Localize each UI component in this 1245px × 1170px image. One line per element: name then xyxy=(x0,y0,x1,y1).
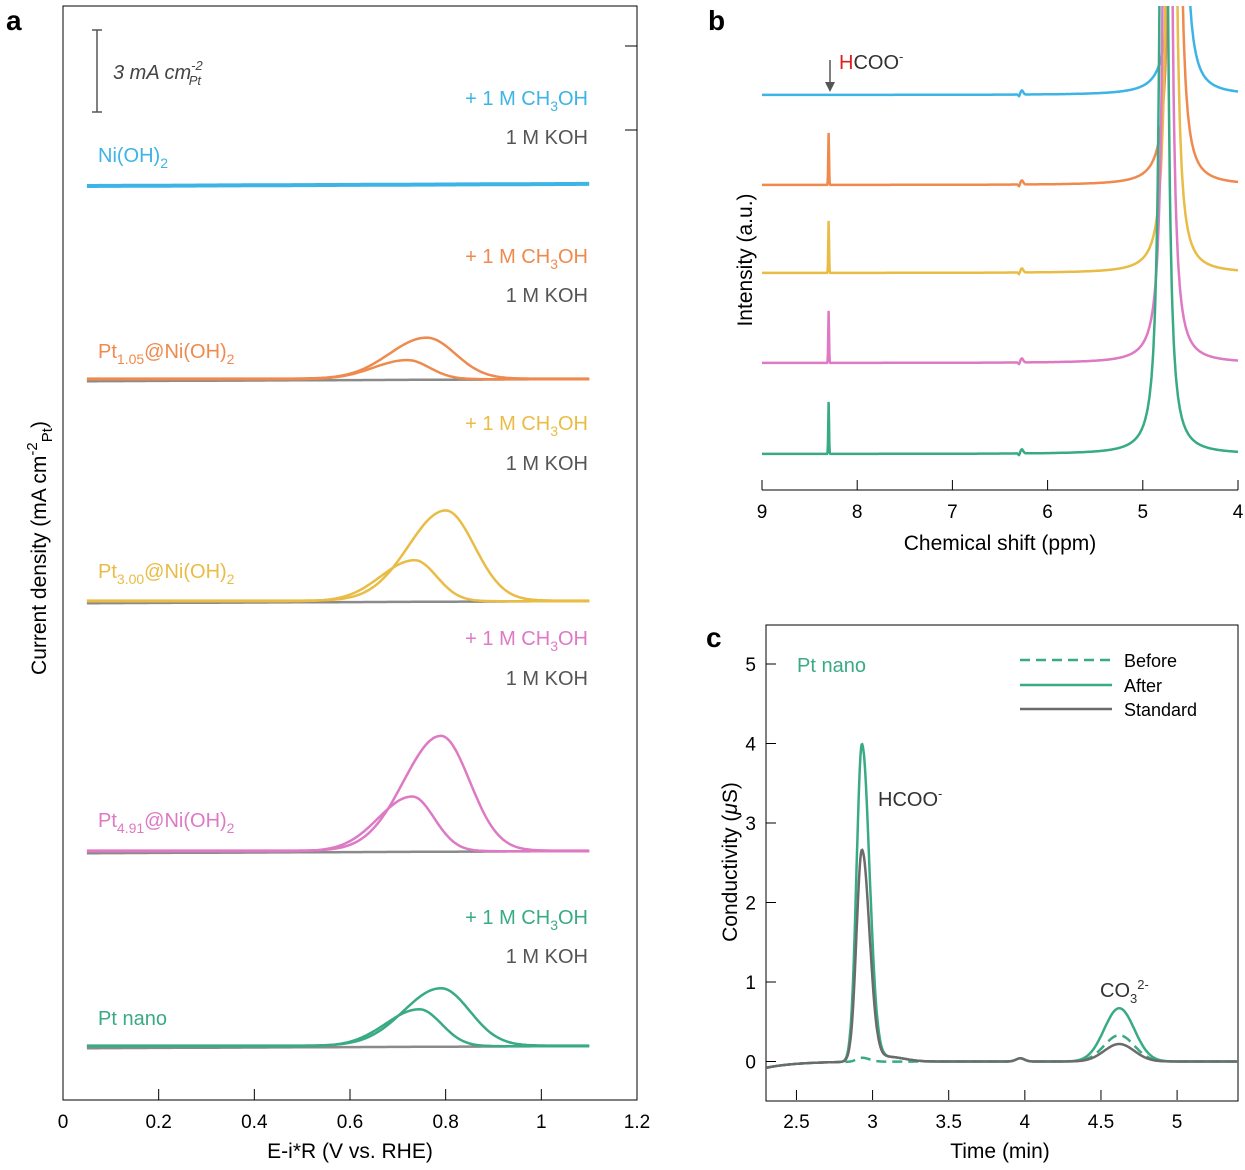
panel-b: b 9 8 7 6 5 4 Chemical shift (ppm) Intensity … xyxy=(708,5,1244,555)
ni-oh-2-curve xyxy=(86,181,590,188)
chromatogram-standard-curve xyxy=(766,848,1238,1070)
koh-label: 1 M KOH xyxy=(506,127,588,149)
sample-name-label: Pt1.05@Ni(OH)2 xyxy=(98,341,235,367)
panel-b-x-label: Chemical shift (ppm) xyxy=(904,532,1097,555)
methanol-label: + 1 M CH3OH xyxy=(465,628,588,654)
methanol-reverse-curve xyxy=(86,795,590,853)
x-tick-label: 0.8 xyxy=(432,1112,458,1133)
methanol-label: + 1 M CH3OH xyxy=(465,413,588,439)
methanol-forward-curve xyxy=(86,509,590,602)
legend-before: Before xyxy=(1124,651,1177,671)
koh-label: 1 M KOH xyxy=(506,285,588,307)
panel-c-label: c xyxy=(706,622,722,653)
x-tick-label: 4.5 xyxy=(1088,1112,1114,1133)
sample-name-label: Pt3.00@Ni(OH)2 xyxy=(98,561,235,587)
panel-b-y-label: Intensity (a.u.) xyxy=(734,193,757,326)
panel-c: c 2.5 3 3.5 4 4.5 5 0 1 2 3 4 5 Time (min) Conducti… xyxy=(706,622,1239,1163)
x-tick-label: 2.5 xyxy=(783,1112,809,1133)
x-tick-label: 0.4 xyxy=(241,1112,268,1133)
peak-carbonate-label: CO32- xyxy=(1100,977,1149,1006)
methanol-reverse-curve xyxy=(86,1008,590,1048)
peak-formate-label: HCOO- xyxy=(878,786,942,811)
y-tick-label: 4 xyxy=(745,735,756,756)
x-tick-label: 5 xyxy=(1172,1112,1183,1133)
panel-c-sample-label: Pt nano xyxy=(797,655,866,677)
panel-c-frame xyxy=(765,624,1239,1102)
methanol-reverse-curve xyxy=(86,358,590,381)
panel-a-label: a xyxy=(6,5,22,36)
x-tick-label: 3.5 xyxy=(935,1112,961,1133)
x-tick-label: 3 xyxy=(867,1112,878,1133)
sample-name-label: Pt nano xyxy=(98,1008,167,1030)
panel-a-x-label: E-i*R (V vs. RHE) xyxy=(267,1140,433,1163)
methanol-forward-curve xyxy=(86,734,590,852)
x-tick-label: 1.2 xyxy=(624,1112,650,1133)
panel-c-x-label: Time (min) xyxy=(950,1140,1050,1163)
chromatogram-after-curve xyxy=(766,742,1238,1070)
panel-c-y-label: Conductivity (μS) xyxy=(719,782,742,942)
panel-a: a 0 0.2 0.4 0.6 0.8 1 1.2 E-i*R (V vs. RHE) Cu… xyxy=(6,5,650,1163)
koh-label: 1 M KOH xyxy=(506,946,588,968)
nmr-spectrum-curve xyxy=(762,6,1238,188)
methanol-label: + 1 M CH3OH xyxy=(465,88,588,114)
panel-a-x-axis: 0 0.2 0.4 0.6 0.8 1 1.2 xyxy=(58,1089,650,1133)
legend-after: After xyxy=(1124,676,1162,696)
panel-c-legend: Before After Standard xyxy=(1020,651,1197,720)
y-tick-label: 3 xyxy=(745,814,756,835)
panel-c-axes: 2.5 3 3.5 4 4.5 5 0 1 2 3 4 5 xyxy=(745,655,1182,1133)
koh-label: 1 M KOH xyxy=(506,453,588,475)
x-tick-label: 0 xyxy=(58,1112,69,1133)
legend-standard: Standard xyxy=(1124,700,1197,720)
y-tick-label: 0 xyxy=(745,1053,756,1074)
methanol-label: + 1 M CH3OH xyxy=(465,907,588,933)
y-tick-label: 1 xyxy=(745,973,756,994)
x-tick-label: 1 xyxy=(536,1112,547,1133)
sample-name-label: Ni(OH)2 xyxy=(98,145,168,171)
panel-b-spectra xyxy=(762,6,1238,457)
y-tick-label: 5 xyxy=(745,655,756,676)
panel-b-x-axis: 9 8 7 6 5 4 xyxy=(757,480,1244,523)
scale-bar: 3 mA cm-2 Pt xyxy=(92,29,203,113)
panel-b-label: b xyxy=(708,5,725,36)
panel-a-labels: + 1 M CH3OH 1 M KOH Ni(OH)2 + 1 M CH3OH 1 M … xyxy=(98,88,588,1030)
x-tick-label: 9 xyxy=(757,502,768,523)
panel-a-y-label: Current density (mA cm-2Pt) xyxy=(24,421,56,675)
x-tick-label: 8 xyxy=(852,502,863,523)
methanol-label: + 1 M CH3OH xyxy=(465,246,588,272)
panel-c-chromatograms xyxy=(766,742,1238,1070)
scale-bar-label: 3 mA cm-2 Pt xyxy=(113,58,203,88)
x-tick-label: 4 xyxy=(1233,502,1244,523)
formate-annotation: HCOO- xyxy=(825,49,903,92)
panel-a-frame xyxy=(62,5,638,1101)
koh-label: 1 M KOH xyxy=(506,668,588,690)
panel-a-curves xyxy=(86,181,590,1050)
methanol-reverse-curve xyxy=(86,558,590,603)
x-tick-label: 5 xyxy=(1138,502,1149,523)
y-tick-label: 2 xyxy=(745,894,756,915)
x-tick-label: 4 xyxy=(1020,1112,1031,1133)
x-tick-label: 7 xyxy=(947,502,958,523)
x-tick-label: 0.6 xyxy=(337,1112,363,1133)
x-tick-label: 0.2 xyxy=(145,1112,171,1133)
nmr-spectrum-curve xyxy=(762,6,1238,457)
x-tick-label: 6 xyxy=(1042,502,1053,523)
formate-label: HCOO- xyxy=(839,49,903,74)
sample-name-label: Pt4.91@Ni(OH)2 xyxy=(98,810,235,836)
nmr-spectrum-curve xyxy=(762,6,1238,366)
